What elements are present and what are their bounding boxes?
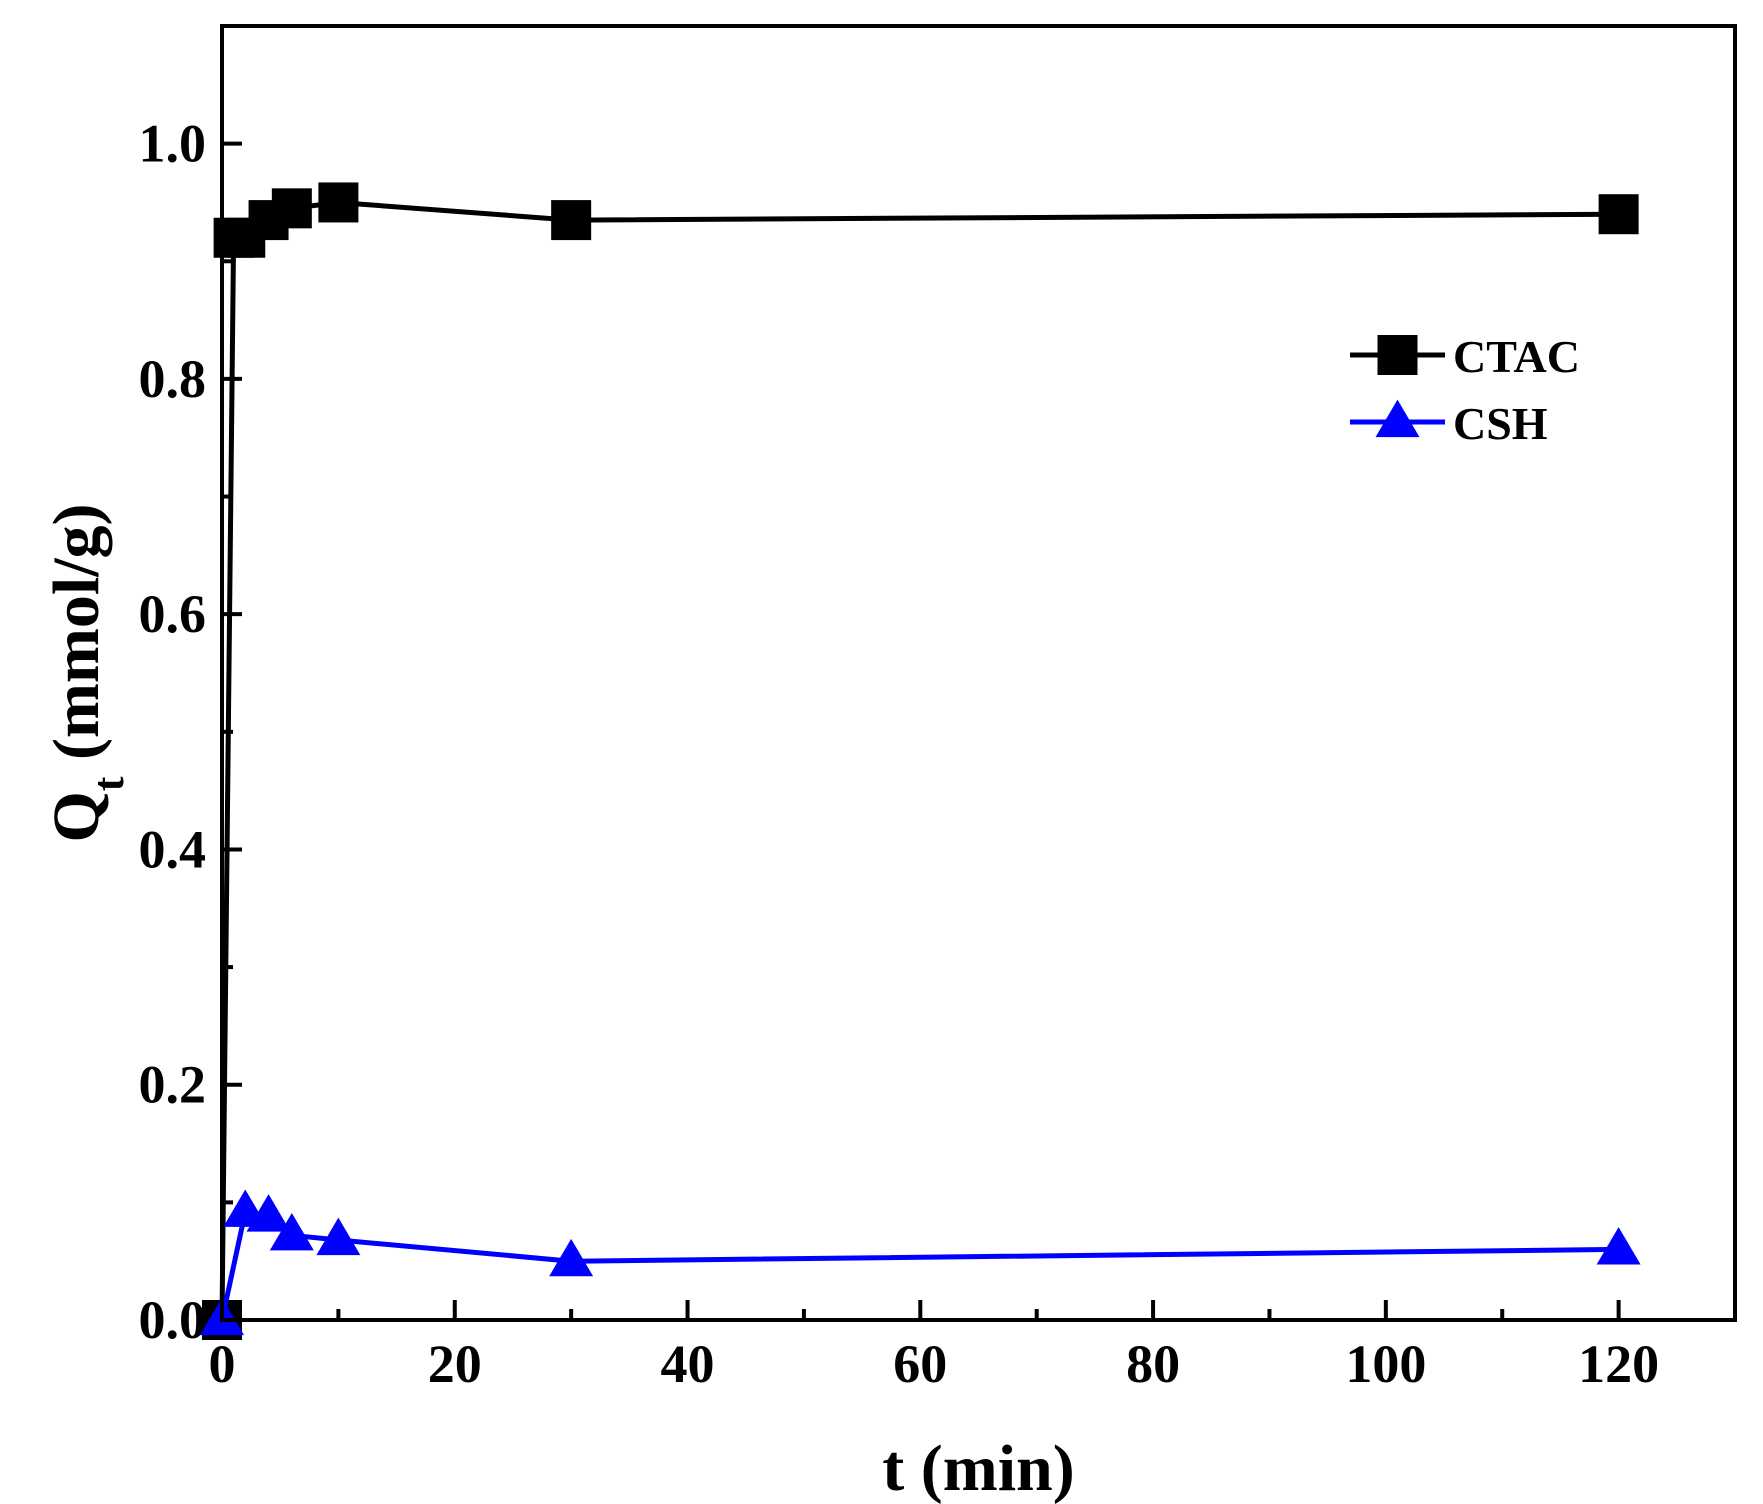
y-axis-title-main: Q [40, 791, 113, 842]
data-point [1598, 194, 1639, 235]
data-point [246, 1194, 291, 1232]
legend-marker [1375, 399, 1420, 438]
x-tick-label: 40 [661, 1334, 715, 1394]
legend: CTAC CSH [1350, 331, 1580, 449]
y-tick-label: 0.4 [139, 819, 207, 879]
y-tick-label: 1.0 [139, 114, 207, 174]
data-point [316, 1217, 361, 1256]
legend-item: CTAC [1350, 331, 1580, 382]
data-point [318, 182, 359, 223]
y-tick-label: 0.0 [139, 1290, 207, 1350]
y-tick-label: 0.6 [139, 584, 207, 644]
data-point [551, 200, 592, 241]
y-axis-title-subscript: t [84, 776, 133, 791]
x-tick-label: 100 [1345, 1334, 1426, 1394]
data-point [549, 1238, 594, 1277]
x-axis-title: t (min) [882, 1432, 1074, 1504]
y-tick-label: 0.8 [139, 349, 207, 409]
y-tick-label: 0.2 [139, 1055, 207, 1115]
legend-item: CSH [1350, 398, 1548, 449]
x-tick-label: 20 [428, 1334, 482, 1394]
legend-label: CSH [1453, 398, 1548, 449]
series-layer [200, 182, 1641, 1340]
legend-label: CTAC [1453, 331, 1580, 382]
x-tick-label: 0 [209, 1334, 236, 1394]
plot-frame [220, 24, 1737, 1322]
x-tick-label: 120 [1578, 1334, 1659, 1394]
x-tick-label: 80 [1126, 1334, 1180, 1394]
legend-marker [1377, 335, 1418, 375]
x-tick-label: 60 [893, 1334, 947, 1394]
data-point [269, 1212, 314, 1251]
y-axis-title: Qt (mmol/g) [40, 503, 133, 842]
y-axis-title-unit: (mmol/g) [40, 503, 113, 776]
tick-labels: 0 20 40 60 80 100 120 0.0 0.2 0.4 0.6 0.8 1.0 [139, 114, 1660, 1394]
data-point [1596, 1227, 1641, 1265]
data-point [271, 188, 312, 229]
